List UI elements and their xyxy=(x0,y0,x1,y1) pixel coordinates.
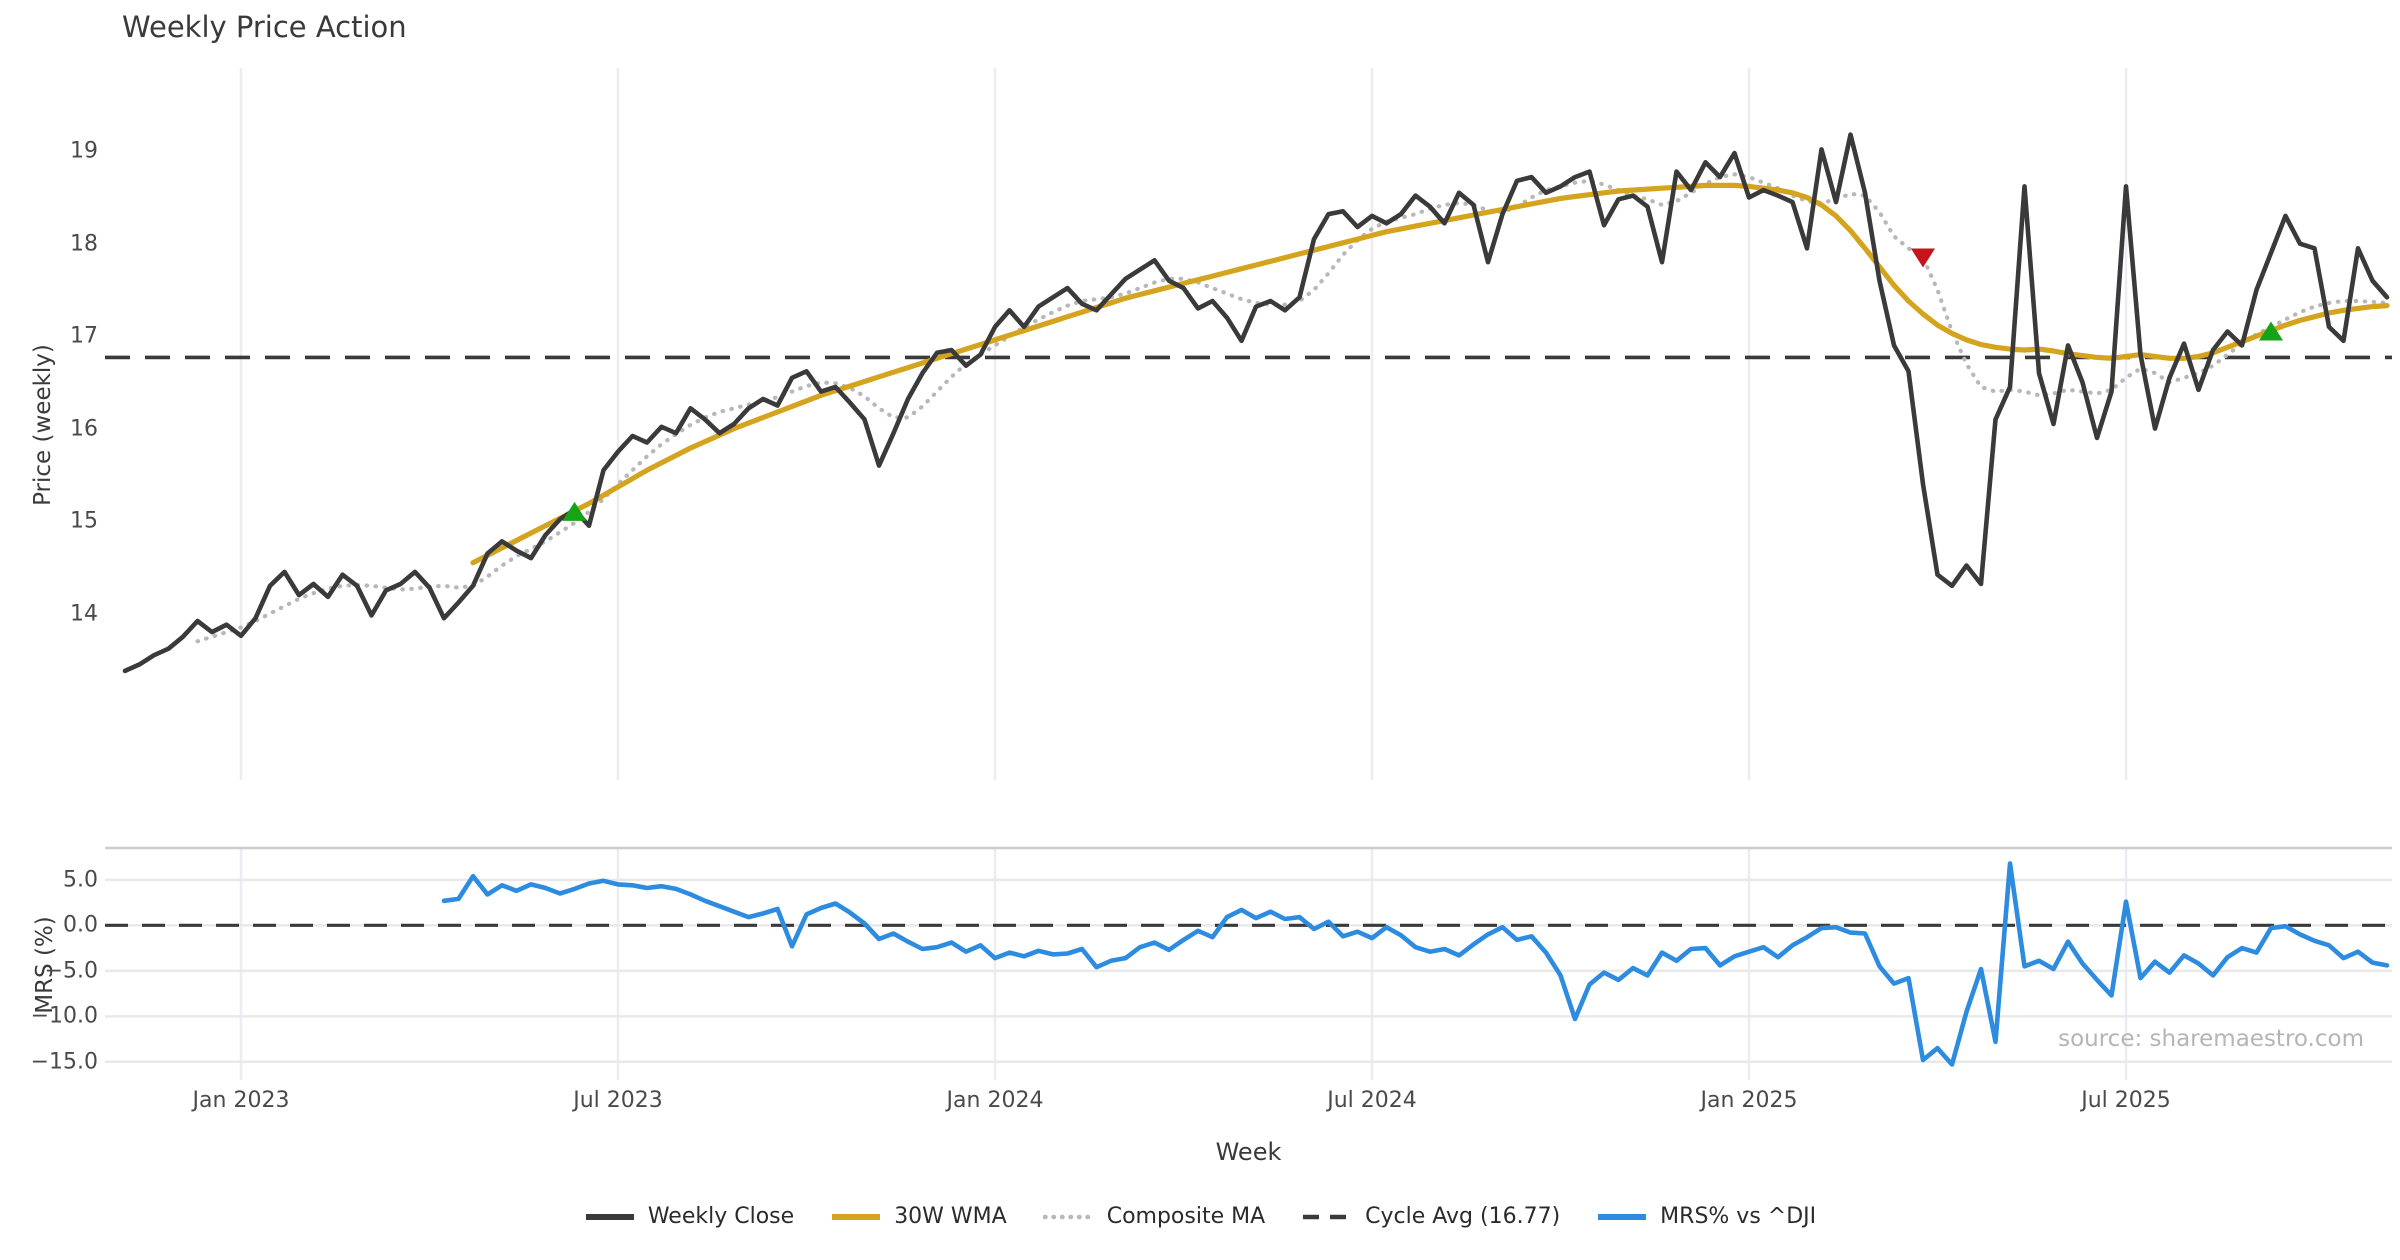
x-tick-label: Jul 2023 xyxy=(573,1088,663,1113)
x-tick-label: Jul 2024 xyxy=(1327,1088,1417,1113)
mrs-tick-label: 0.0 xyxy=(63,912,98,938)
price-tick-label: 19 xyxy=(70,138,98,164)
legend-label: MRS% vs ^DJI xyxy=(1660,1204,1817,1229)
legend-swatch-solid xyxy=(832,1213,881,1220)
buy-signal-marker xyxy=(2259,321,2283,341)
buy-signal-marker xyxy=(562,501,587,521)
legend-swatch-solid xyxy=(1598,1213,1647,1220)
legend-label: Composite MA xyxy=(1106,1204,1266,1229)
legend-item: MRS% vs ^DJI xyxy=(1596,1204,1816,1229)
weekly-close-line xyxy=(122,132,2390,674)
legend-item: 30W WMA xyxy=(830,1204,1007,1229)
legend-item: Composite MA xyxy=(1042,1204,1266,1229)
price-tick-label: 14 xyxy=(70,601,98,627)
x-tick-label: Jan 2023 xyxy=(192,1088,290,1113)
mrs-tick-label: −5.0 xyxy=(44,958,98,984)
legend-item: Cycle Avg (16.77) xyxy=(1301,1204,1560,1229)
legend-swatch-dotted xyxy=(1042,1214,1095,1219)
sell-signal-marker xyxy=(1911,248,1935,268)
source-note: source: sharemaestro.com xyxy=(2058,1026,2364,1052)
x-tick-label: Jul 2025 xyxy=(2081,1088,2171,1113)
price-tick-label: 17 xyxy=(70,323,98,349)
legend: Weekly Close 30W WMA Composite MA Cycle Avg… xyxy=(0,1204,2400,1229)
legend-swatch-dashed xyxy=(1303,1214,1352,1219)
mrs-tick-label: −10.0 xyxy=(30,1003,98,1029)
x-axis-label: Week xyxy=(1215,1138,1282,1166)
legend-label: 30W WMA xyxy=(894,1204,1007,1229)
price-tick-label: 15 xyxy=(70,508,98,534)
mrs-line xyxy=(441,861,2390,1067)
price-tick-label: 16 xyxy=(70,416,98,442)
mrs-tick-label: −15.0 xyxy=(30,1049,98,1075)
legend-item: Weekly Close xyxy=(584,1204,794,1229)
x-tick-label: Jan 2025 xyxy=(1700,1088,1798,1113)
chart-title: Weekly Price Action xyxy=(122,10,407,44)
wma-30w-line xyxy=(470,182,2390,566)
legend-swatch-solid xyxy=(585,1213,634,1220)
legend-label: Weekly Close xyxy=(647,1204,795,1229)
mrs-tick-label: 5.0 xyxy=(63,867,98,893)
x-tick-label: Jan 2024 xyxy=(946,1088,1044,1113)
price-tick-label: 18 xyxy=(70,231,98,257)
legend-label: Cycle Avg (16.77) xyxy=(1365,1204,1561,1229)
